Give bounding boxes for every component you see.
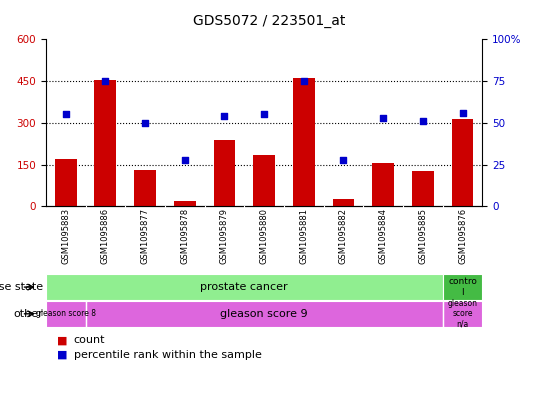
Text: contro
l: contro l [448, 277, 477, 297]
Text: ■: ■ [57, 335, 67, 345]
Bar [333, 199, 355, 206]
Point [300, 78, 308, 84]
Bar [293, 78, 315, 206]
Text: count: count [74, 335, 105, 345]
Text: GSM1095876: GSM1095876 [458, 208, 467, 264]
Point [220, 113, 229, 119]
Point [181, 156, 189, 163]
Text: GSM1095878: GSM1095878 [180, 208, 189, 264]
Bar [174, 201, 196, 206]
Text: percentile rank within the sample: percentile rank within the sample [74, 350, 262, 360]
Bar [253, 155, 275, 206]
Text: prostate cancer: prostate cancer [201, 282, 288, 292]
Point [458, 110, 467, 116]
Point [61, 111, 70, 118]
Bar [94, 81, 116, 206]
Bar [372, 163, 394, 206]
Text: GSM1095883: GSM1095883 [61, 208, 70, 264]
Point [141, 119, 149, 126]
Text: disease state: disease state [0, 282, 43, 292]
Point [419, 118, 427, 124]
Text: gleason score 9: gleason score 9 [220, 309, 308, 319]
Text: gleason
score
n/a: gleason score n/a [447, 299, 478, 329]
Text: GSM1095885: GSM1095885 [418, 208, 427, 264]
Text: other: other [13, 309, 43, 319]
Point [379, 115, 388, 121]
Bar [412, 171, 434, 206]
Point [101, 78, 109, 84]
Text: GDS5072 / 223501_at: GDS5072 / 223501_at [194, 14, 345, 28]
Bar [213, 140, 236, 206]
Bar [452, 119, 473, 206]
FancyBboxPatch shape [443, 274, 482, 300]
Text: GSM1095881: GSM1095881 [299, 208, 308, 264]
Point [260, 111, 268, 118]
Bar [134, 170, 156, 206]
Text: GSM1095882: GSM1095882 [339, 208, 348, 264]
Text: GSM1095879: GSM1095879 [220, 208, 229, 264]
Text: ■: ■ [57, 350, 67, 360]
FancyBboxPatch shape [46, 301, 86, 327]
Text: GSM1095884: GSM1095884 [379, 208, 388, 264]
FancyBboxPatch shape [86, 301, 443, 327]
Text: gleason score 8: gleason score 8 [36, 309, 95, 318]
FancyBboxPatch shape [443, 301, 482, 327]
Bar [55, 159, 77, 206]
Text: GSM1095877: GSM1095877 [141, 208, 149, 264]
Point [339, 156, 348, 163]
Text: GSM1095880: GSM1095880 [260, 208, 268, 264]
FancyBboxPatch shape [46, 274, 443, 300]
Text: GSM1095886: GSM1095886 [101, 208, 110, 264]
